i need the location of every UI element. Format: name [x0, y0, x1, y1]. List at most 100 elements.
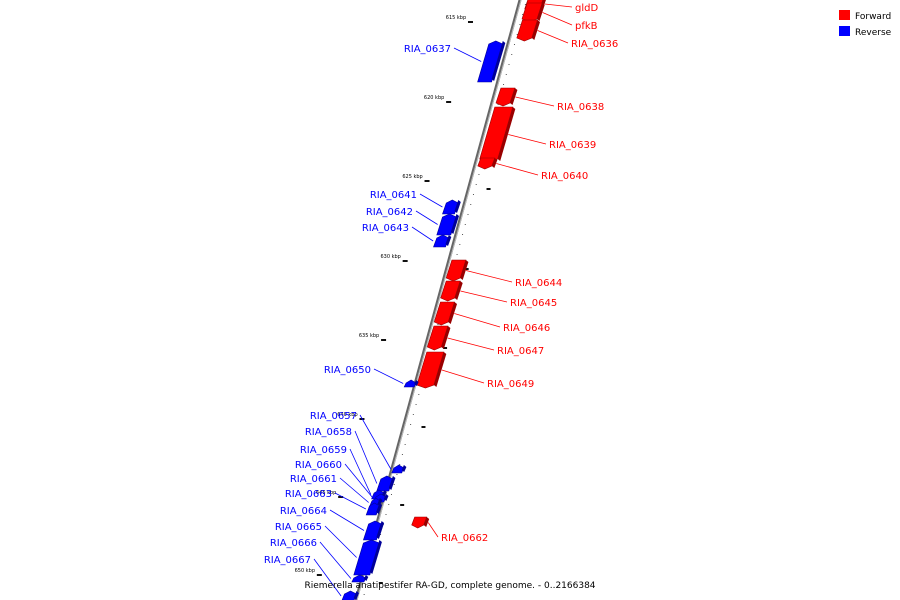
minor-dot [513, 44, 515, 45]
major-tick-mark [378, 582, 383, 584]
gene-feature-ria_0640[interactable] [477, 157, 496, 170]
leader-line [441, 369, 485, 384]
minor-dot [410, 424, 412, 425]
major-tick-mark [316, 574, 322, 576]
major-tick-mark [338, 496, 344, 498]
gene-label-ria_0661[interactable]: RIA_0661 [290, 474, 337, 485]
leader-line [415, 210, 438, 225]
gene-label-ria_0637[interactable]: RIA_0637 [404, 44, 451, 55]
gene-feature-ria_0645[interactable] [440, 280, 461, 302]
gene-feature-ria_0662[interactable] [411, 516, 428, 529]
legend-label-forward: Forward [855, 12, 891, 22]
gene-label-pfkb[interactable]: pfkB [575, 21, 598, 32]
gene-feature-ria_0643[interactable] [433, 234, 450, 248]
minor-dot [497, 104, 499, 105]
gene-label-ria_0663[interactable]: RIA_0663 [285, 489, 332, 500]
gene-feature-shading [460, 260, 469, 280]
gene-label-ria_0666[interactable]: RIA_0666 [270, 538, 317, 549]
minor-dot [464, 224, 466, 225]
gene-feature-ria_0649[interactable] [416, 351, 445, 389]
minor-dot [418, 394, 420, 395]
gene-label-gldd[interactable]: gldD [575, 3, 598, 14]
leader-line [544, 3, 573, 8]
leader-line [454, 313, 501, 328]
minor-dot [404, 444, 406, 445]
gene-feature-shading [531, 20, 540, 40]
gene-label-ria_0647[interactable]: RIA_0647 [497, 346, 544, 357]
leader-line [515, 96, 555, 107]
major-tick-mark [467, 21, 473, 23]
tick-label: 635 kbp [359, 333, 379, 339]
tick-label: 625 kbp [402, 174, 422, 180]
major-tick-mark [443, 347, 448, 349]
legend-swatch-reverse [839, 26, 850, 36]
minor-dot [519, 24, 521, 25]
minor-dot [399, 464, 401, 465]
leader-line [324, 525, 357, 558]
major-tick-mark [402, 260, 408, 262]
leader-lines [313, 3, 573, 597]
gene-label-ria_0657[interactable]: RIA_0657 [310, 411, 357, 422]
gene-feature-shading [401, 465, 407, 472]
leader-line [419, 193, 443, 208]
minor-dot [462, 234, 464, 235]
minor-dot [380, 534, 382, 535]
gene-feature-ria_0667[interactable] [341, 590, 357, 600]
gene-label-ria_0667[interactable]: RIA_0667 [264, 555, 311, 566]
minor-dot [505, 74, 507, 75]
gene-feature-shading [537, 3, 545, 21]
gene-label-ria_0640[interactable]: RIA_0640 [541, 171, 588, 182]
gene-label-ria_0659[interactable]: RIA_0659 [300, 445, 347, 456]
gene-feature-ria_0638[interactable] [495, 87, 516, 107]
tick-label: 620 kbp [424, 95, 444, 101]
gene-feature-ria_0646[interactable] [433, 301, 455, 326]
gene-labels: gldD pfkB RIA_0636 RIA_0637 RIA_0638 RIA_0639… [264, 3, 618, 566]
gene-label-ria_0646[interactable]: RIA_0646 [503, 323, 550, 334]
gene-feature-ria_0650[interactable] [403, 379, 417, 388]
gene-feature-shading [491, 41, 506, 81]
gene-label-ria_0642[interactable]: RIA_0642 [366, 207, 413, 218]
leader-line [460, 290, 508, 303]
gene-feature-ria_0647[interactable] [426, 325, 449, 351]
leader-line [329, 509, 365, 531]
gene-label-ria_0643[interactable]: RIA_0643 [362, 223, 409, 234]
gene-label-ria_0638[interactable]: RIA_0638 [557, 102, 604, 113]
gene-label-ria_0658[interactable]: RIA_0658 [305, 427, 352, 438]
gene-feature-shading [454, 200, 461, 213]
gene-label-ria_0636[interactable]: RIA_0636 [571, 39, 618, 50]
gene-label-ria_0644[interactable]: RIA_0644 [515, 278, 562, 289]
minor-dot [401, 454, 403, 455]
leader-line [339, 477, 369, 503]
tick-label: 645 kbp [316, 490, 336, 496]
leader-line [411, 226, 434, 242]
gene-feature-shading [448, 302, 457, 324]
leader-line [542, 12, 573, 26]
major-tick-mark [400, 504, 405, 506]
minor-dot [393, 484, 395, 485]
gene-label-ria_0664[interactable]: RIA_0664 [280, 506, 327, 517]
gene-feature-ria_0636[interactable] [516, 19, 538, 42]
tick-label: 630 kbp [380, 254, 400, 260]
gene-label-ria_0660[interactable]: RIA_0660 [295, 460, 342, 471]
gene-label-ria_0665[interactable]: RIA_0665 [275, 522, 322, 533]
legend-swatch-forward [839, 10, 850, 20]
minor-dot [437, 324, 439, 325]
gene-label-ria_0641[interactable]: RIA_0641 [370, 190, 417, 201]
gene-label-ria_0645[interactable]: RIA_0645 [510, 298, 557, 309]
gene-feature-ria_0666[interactable] [351, 574, 367, 583]
gene-label-ria_0650[interactable]: RIA_0650 [324, 365, 371, 376]
leader-line [344, 463, 374, 499]
gene-feature-ria_0644[interactable] [445, 259, 467, 282]
gene-feature-shading [497, 107, 516, 161]
gene-label-ria_0649[interactable]: RIA_0649 [487, 379, 534, 390]
minor-dot [366, 584, 368, 585]
leader-line [453, 47, 482, 62]
major-tick-mark [464, 268, 469, 270]
major-tick-mark [486, 188, 491, 190]
gene-label-ria_0662[interactable]: RIA_0662 [441, 533, 488, 544]
gene-label-ria_0639[interactable]: RIA_0639 [549, 140, 596, 151]
genome-backbone [354, 0, 522, 600]
minor-dot [516, 34, 518, 35]
minor-dot [456, 254, 458, 255]
